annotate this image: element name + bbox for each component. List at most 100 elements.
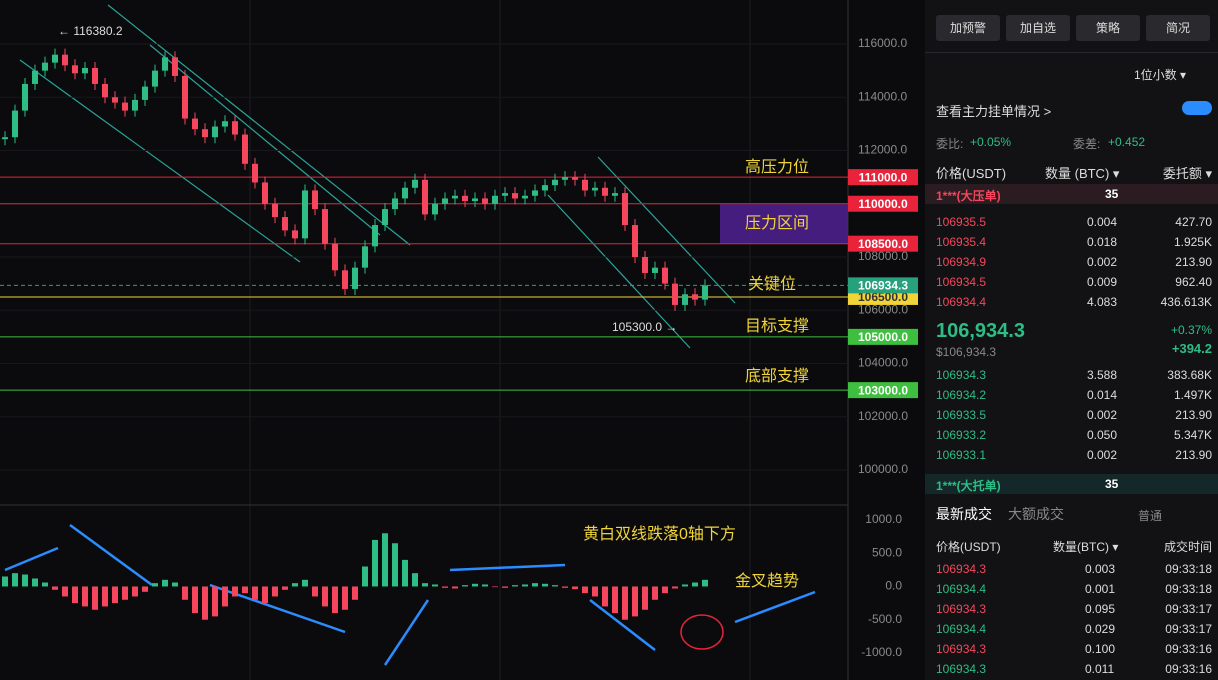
level-label: 106934.3 (858, 279, 908, 293)
toggle[interactable] (1182, 101, 1212, 115)
trade-cell: 0.003 (1085, 562, 1116, 576)
macd-bar (692, 582, 698, 587)
trade-cell: 106934.3 (936, 562, 987, 576)
macd-bar (552, 585, 558, 587)
macd-bar (402, 559, 408, 587)
candle (642, 257, 648, 273)
book-header: 数量 (BTC) ▾ (1045, 166, 1120, 181)
level-label: 105000.0 (858, 330, 908, 344)
macd-bar (532, 583, 538, 587)
trade-cell: 09:33:18 (1165, 562, 1212, 576)
macd-bar (432, 584, 438, 587)
candle (232, 121, 238, 135)
macd-bar (292, 583, 298, 587)
row-cell: 0.002 (1087, 255, 1118, 269)
pressure-zone (720, 204, 848, 244)
candle (152, 70, 158, 87)
row-cell: 106933.2 (936, 428, 987, 442)
button[interactable]: 策略 (1076, 15, 1140, 41)
row-cell: 1.497K (1173, 388, 1212, 402)
macd-bar (182, 586, 188, 600)
candle (672, 283, 678, 305)
macd-bar (302, 579, 308, 587)
button[interactable]: 简况 (1146, 15, 1210, 41)
macd-bar (2, 576, 8, 587)
macd-bar (262, 586, 268, 604)
candle (292, 230, 298, 239)
row-cell: 106934.4 (936, 295, 987, 309)
macd-bar (412, 573, 418, 587)
candle (322, 209, 328, 244)
row-cell: 0.009 (1087, 275, 1118, 289)
separator (925, 52, 1218, 53)
trade-cell: 09:33:16 (1165, 662, 1212, 676)
trade-cell: 106934.3 (936, 602, 987, 616)
macd-bar (142, 586, 148, 592)
highlight-circle (680, 614, 724, 650)
tab: 最新成交 (936, 506, 992, 522)
macd-bar (272, 586, 278, 597)
trade-cell: 0.001 (1085, 582, 1116, 596)
macd-bar (382, 533, 388, 587)
level-tag (848, 328, 918, 345)
macd-bar (312, 586, 318, 597)
macd-bar (362, 566, 368, 587)
normal: 普通 (1138, 509, 1163, 523)
macd-bar (392, 543, 398, 587)
macd-bar (572, 586, 578, 590)
trade-cell: 106934.3 (936, 662, 987, 676)
candle (532, 190, 538, 196)
candle (512, 193, 518, 199)
side-panel: 加预警 加自选 策略 简况 1位小数 ▾ 查看主力挂单情况 > 委比: +0.05% 委差: +0… (925, 0, 1218, 680)
macd-bar (442, 586, 448, 588)
candle (112, 97, 118, 103)
macd-bar (232, 586, 238, 597)
tab: 大额成交 (1008, 506, 1064, 522)
candle (342, 270, 348, 289)
level-tag (848, 169, 918, 186)
candle (272, 203, 278, 218)
candle (242, 134, 248, 164)
candle (82, 67, 88, 74)
candle (482, 198, 488, 204)
macd-bar (512, 585, 518, 587)
candle (92, 67, 98, 84)
macd-bar (12, 573, 18, 587)
y-tick-label: 106000.0 (858, 302, 908, 316)
row-cell: 427.70 (1175, 215, 1212, 229)
button[interactable]: 加自选 (1006, 15, 1070, 41)
level-tag (848, 277, 918, 294)
macd-bar (192, 586, 198, 614)
trade-cell: 106934.4 (936, 582, 987, 596)
candle (372, 225, 378, 247)
trade-cell: 106934.4 (936, 622, 987, 636)
macd-bar (672, 586, 678, 589)
macd-bar (662, 586, 668, 594)
diff-label: 委差: (1073, 137, 1101, 151)
macd-bar (112, 586, 118, 604)
decimals: 1位小数 ▾ (1133, 68, 1186, 82)
change-pct: +0.37% (1170, 323, 1212, 337)
trade-cell: 09:33:17 (1165, 622, 1212, 636)
macd-bar (592, 586, 598, 597)
button[interactable]: 加预警 (936, 15, 1000, 41)
annotation: 压力区间 (745, 214, 809, 232)
candle (552, 179, 558, 186)
macd-bar (52, 586, 58, 590)
macd-bar (72, 586, 78, 604)
candle (452, 195, 458, 199)
last-price: 106,934.3 (936, 320, 1025, 342)
candle (212, 126, 218, 138)
candle (312, 190, 318, 210)
candle (132, 99, 138, 111)
candle (692, 294, 698, 300)
candle (72, 65, 78, 74)
big-order-bg (925, 184, 1218, 204)
row-cell: 106934.2 (936, 388, 987, 402)
level-tag (848, 235, 918, 252)
y-tick-label: 108000.0 (858, 249, 908, 263)
candle (412, 179, 418, 188)
row-cell: 106935.5 (936, 215, 987, 229)
change: +394.2 (1171, 341, 1212, 356)
trade-header: 成交时间 (1163, 540, 1212, 554)
